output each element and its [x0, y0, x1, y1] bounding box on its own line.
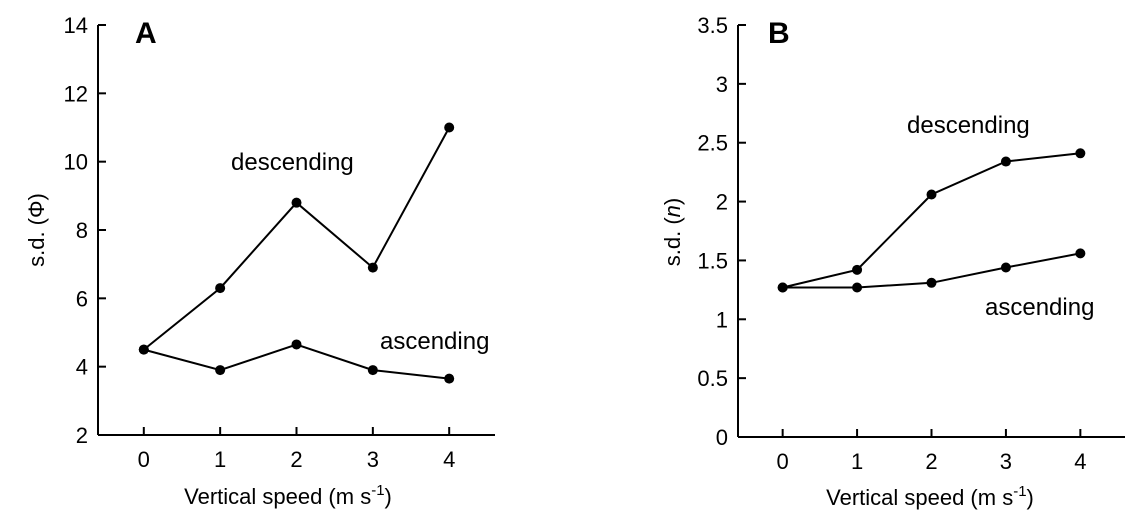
y-tick-label: 1.5 [697, 248, 728, 273]
x-tick-label: 4 [443, 447, 455, 472]
x-ticks-b: 0 1 2 3 4 [777, 429, 1086, 474]
y-tick-label: 2 [76, 423, 88, 448]
data-point-descending [852, 264, 863, 275]
x-axis-label-a-sup: -1 [371, 482, 384, 499]
y-ticks-b: 0 0.5 1 1.5 2 2.5 3 3.5 [697, 13, 746, 450]
y-tick-label: 10 [64, 150, 88, 175]
data-point-descending [444, 122, 455, 133]
data-point-descending [926, 189, 937, 200]
x-tick-label: 2 [925, 449, 937, 474]
y-axis-label-b-prefix: s.d. ( [660, 217, 685, 267]
data-point-ascending [138, 344, 149, 355]
y-tick-label: 12 [64, 81, 88, 106]
x-axis-label-b-sup: -1 [1013, 483, 1026, 500]
panel-label-a: A [135, 17, 157, 50]
x-tick-label: 0 [777, 449, 789, 474]
series-group-b [777, 148, 1086, 293]
y-axis-label-b: s.d. (n) [660, 198, 685, 266]
y-axis-label-b-suffix: ) [660, 198, 685, 205]
y-ticks-a: 2 4 6 8 10 12 14 [64, 13, 106, 448]
x-axis-label-b-close: ) [1027, 485, 1034, 510]
y-tick-label: 3.5 [697, 13, 728, 38]
x-axis-label-a-close: ) [385, 484, 392, 509]
data-point-ascending [926, 277, 937, 288]
series-label-descending-a: descending [231, 149, 354, 176]
x-tick-label: 2 [290, 447, 302, 472]
series-line-descending [782, 152, 1081, 289]
y-axis-label-a: s.d. (Φ) [24, 193, 49, 267]
panel-b: B 0 0.5 1 1.5 2 2.5 3 3.5 0 1 2 3 4 descending asce… [660, 13, 1125, 510]
x-tick-label: 3 [1000, 449, 1012, 474]
data-point-ascending [444, 373, 455, 384]
x-axis-label-b-main: Vertical speed (m s [826, 485, 1013, 510]
x-tick-label: 1 [851, 449, 863, 474]
y-tick-label: 8 [76, 218, 88, 243]
data-point-descending [1000, 156, 1011, 167]
series-label-descending-b: descending [907, 112, 1030, 139]
x-tick-label: 0 [138, 447, 150, 472]
data-point-ascending [777, 282, 788, 293]
y-tick-label: 14 [64, 13, 88, 38]
y-tick-label: 1 [716, 307, 728, 332]
y-tick-label: 3 [716, 72, 728, 97]
data-point-descending [1075, 148, 1086, 159]
x-axis-label-a-main: Vertical speed (m s [184, 484, 371, 509]
x-tick-label: 3 [367, 447, 379, 472]
y-tick-label: 2 [716, 190, 728, 215]
data-point-ascending [1075, 248, 1086, 259]
y-tick-label: 0 [716, 425, 728, 450]
x-ticks-a: 0 1 2 3 4 [138, 427, 455, 472]
data-point-ascending [215, 365, 226, 376]
x-axis-label-b: Vertical speed (m s-1) [826, 483, 1034, 510]
data-point-ascending [852, 282, 863, 293]
data-point-ascending [291, 339, 302, 350]
data-point-descending [291, 197, 302, 208]
y-axis-label-b-var: n [660, 205, 685, 217]
data-point-ascending [367, 365, 378, 376]
panel-label-b: B [768, 17, 790, 50]
x-tick-label: 1 [214, 447, 226, 472]
data-point-descending [215, 283, 226, 294]
x-tick-label: 4 [1074, 449, 1086, 474]
y-tick-label: 2.5 [697, 131, 728, 156]
y-tick-label: 4 [76, 355, 88, 380]
data-point-ascending [1000, 262, 1011, 273]
data-point-descending [367, 262, 378, 273]
series-label-ascending-a: ascending [380, 328, 489, 355]
series-group-a [138, 122, 455, 384]
series-label-ascending-b: ascending [985, 294, 1094, 321]
x-axis-label-a: Vertical speed (m s-1) [184, 482, 392, 509]
y-tick-label: 0.5 [697, 366, 728, 391]
y-tick-label: 6 [76, 286, 88, 311]
